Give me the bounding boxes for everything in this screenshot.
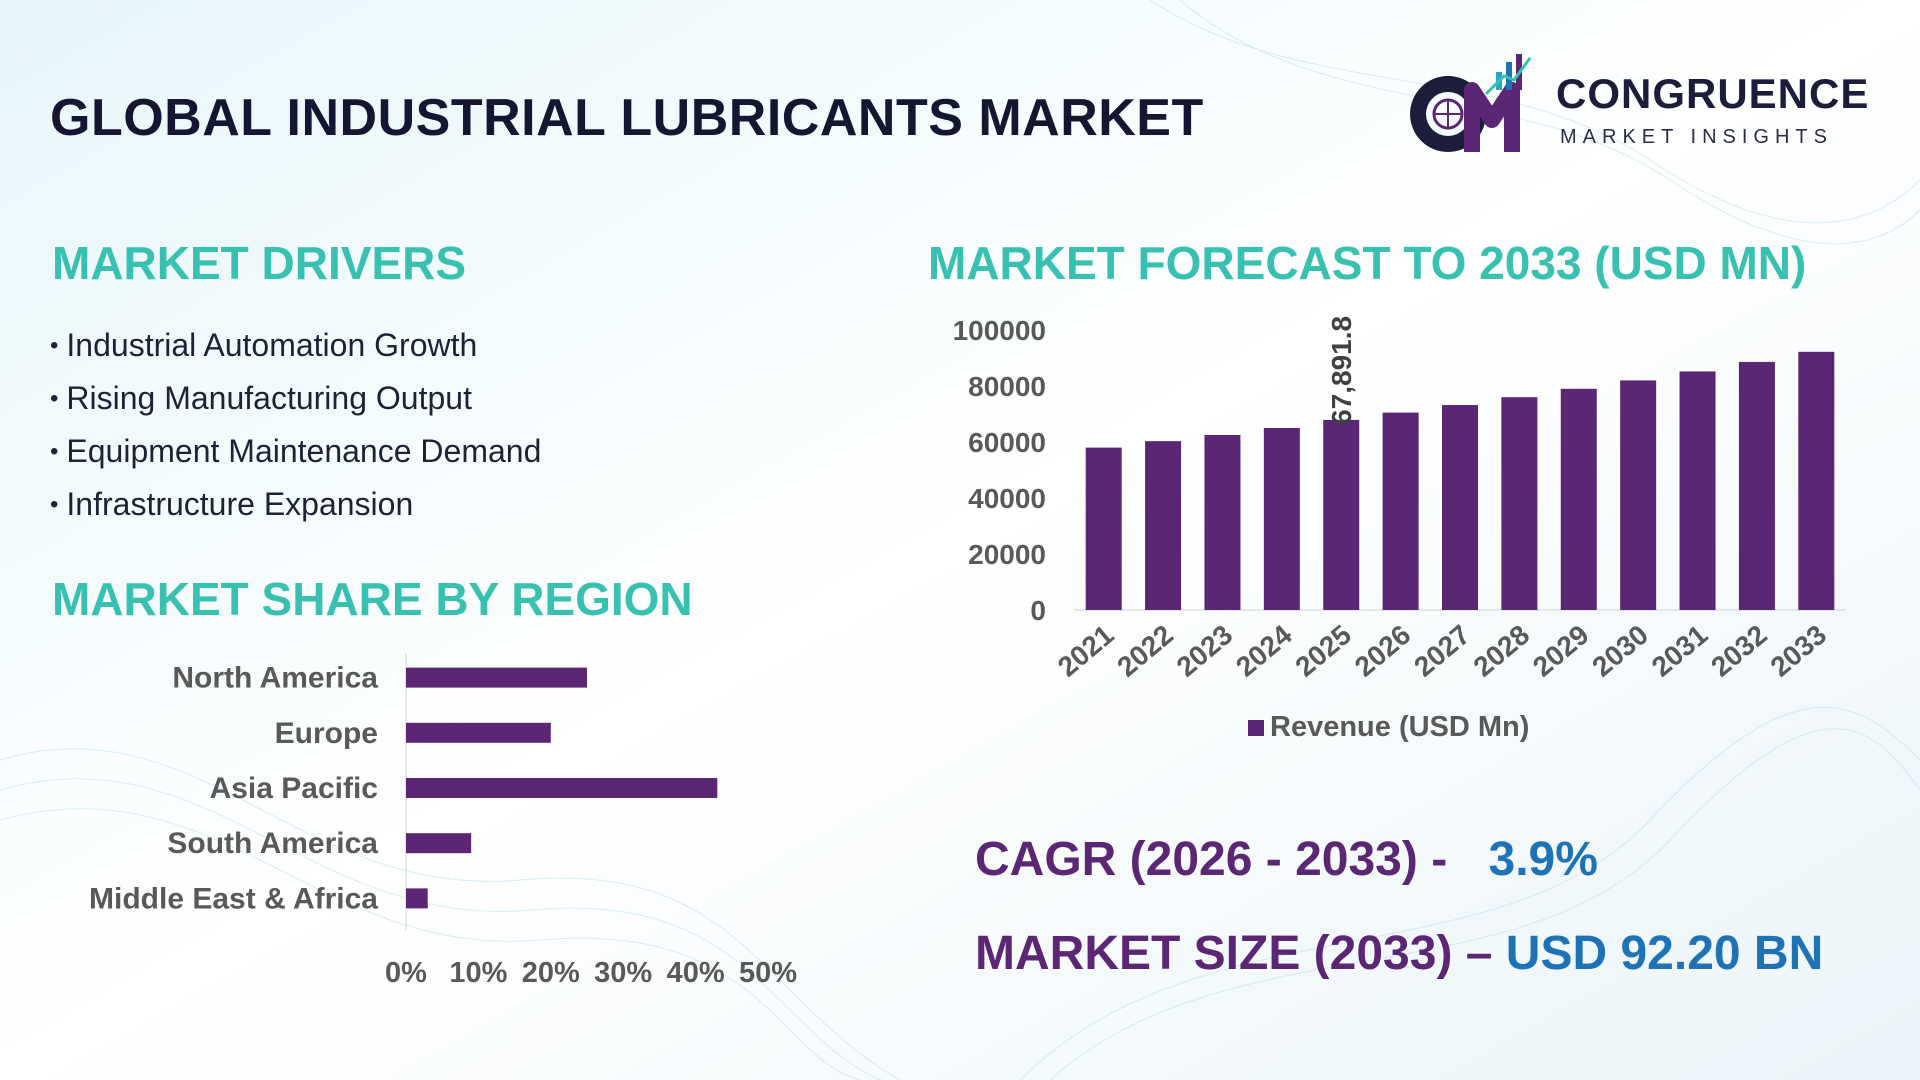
bullet-icon: • <box>50 438 59 465</box>
region-heading: MARKET SHARE BY REGION <box>52 573 693 625</box>
bullet-icon: • <box>50 385 59 412</box>
region-label: North America <box>172 662 378 695</box>
forecast-bar-2033 <box>1798 351 1835 610</box>
x-tick-label: 0% <box>385 957 427 989</box>
market-size-line: MARKET SIZE (2033) – USD 92.20 BN <box>975 926 1823 981</box>
x-tick-label: 20% <box>522 957 580 989</box>
legend-label: Revenue (USD Mn) <box>1270 711 1529 743</box>
forecast-bar-2030 <box>1620 380 1657 610</box>
region-bar <box>406 722 551 743</box>
forecast-bar-2032 <box>1738 361 1775 610</box>
y-tick-label: 80000 <box>968 371 1046 402</box>
x-tick-label: 30% <box>594 957 652 989</box>
legend-swatch <box>1248 720 1264 736</box>
forecast-bar-2022 <box>1145 441 1182 610</box>
driver-item: • Industrial Automation Growth <box>50 327 478 363</box>
x-tick-label: 40% <box>667 957 725 989</box>
region-bar <box>406 833 472 854</box>
y-tick-label: 60000 <box>968 427 1046 458</box>
region-label: Europe <box>275 717 378 750</box>
data-label: 67,891.8 <box>1326 316 1357 425</box>
y-tick-label: 40000 <box>968 483 1046 514</box>
drivers-heading: MARKET DRIVERS <box>52 237 467 289</box>
y-tick-label: 0 <box>1030 595 1046 626</box>
region-label: South America <box>167 827 378 860</box>
forecast-bar-2021 <box>1085 447 1122 610</box>
y-tick-label: 20000 <box>968 539 1046 570</box>
cagr-value: 3.9% <box>1488 833 1598 886</box>
driver-item: • Infrastructure Expansion <box>50 486 414 522</box>
region-label: Middle East & Africa <box>89 882 378 915</box>
driver-item: • Rising Manufacturing Output <box>50 380 472 416</box>
driver-item: • Equipment Maintenance Demand <box>50 433 542 469</box>
cagr-label: CAGR (2026 - 2033) - <box>975 833 1448 886</box>
brand-logo: CONGRUENCE MARKET INSIGHTS <box>1400 50 1880 160</box>
region-bar <box>406 888 428 909</box>
region-label: Asia Pacific <box>210 772 378 805</box>
x-tick-label: 10% <box>449 957 507 989</box>
forecast-bar-2028 <box>1501 397 1538 610</box>
market-size-value: USD 92.20 BN <box>1505 927 1824 980</box>
region-bar <box>406 667 587 688</box>
bullet-icon: • <box>50 332 59 359</box>
forecast-bar-2029 <box>1560 388 1597 610</box>
logo-name: CONGRUENCE <box>1556 70 1870 117</box>
market-size-label: MARKET SIZE (2033) – <box>975 927 1493 980</box>
cagr-line: CAGR (2026 - 2033) - 3.9% <box>975 832 1598 887</box>
cmi-logo-icon <box>1410 54 1532 152</box>
x-tick-label: 50% <box>739 957 797 989</box>
drivers-list: • Industrial Automation Growth • Rising Ma… <box>50 322 541 534</box>
forecast-heading: MARKET FORECAST TO 2033 (USD MN) <box>928 237 1807 289</box>
region-bar <box>406 778 718 798</box>
forecast-bar-2025 <box>1323 419 1360 610</box>
page-title: GLOBAL INDUSTRIAL LUBRICANTS MARKET <box>50 89 1204 147</box>
forecast-bar-2026 <box>1382 412 1419 610</box>
forecast-bar-2031 <box>1679 371 1716 610</box>
forecast-bar-2024 <box>1263 428 1300 610</box>
forecast-bar-2023 <box>1204 435 1241 610</box>
logo-tagline: MARKET INSIGHTS <box>1560 126 1833 148</box>
bullet-icon: • <box>50 491 59 518</box>
y-tick-label: 100000 <box>953 315 1046 346</box>
forecast-bar-2027 <box>1442 405 1478 610</box>
